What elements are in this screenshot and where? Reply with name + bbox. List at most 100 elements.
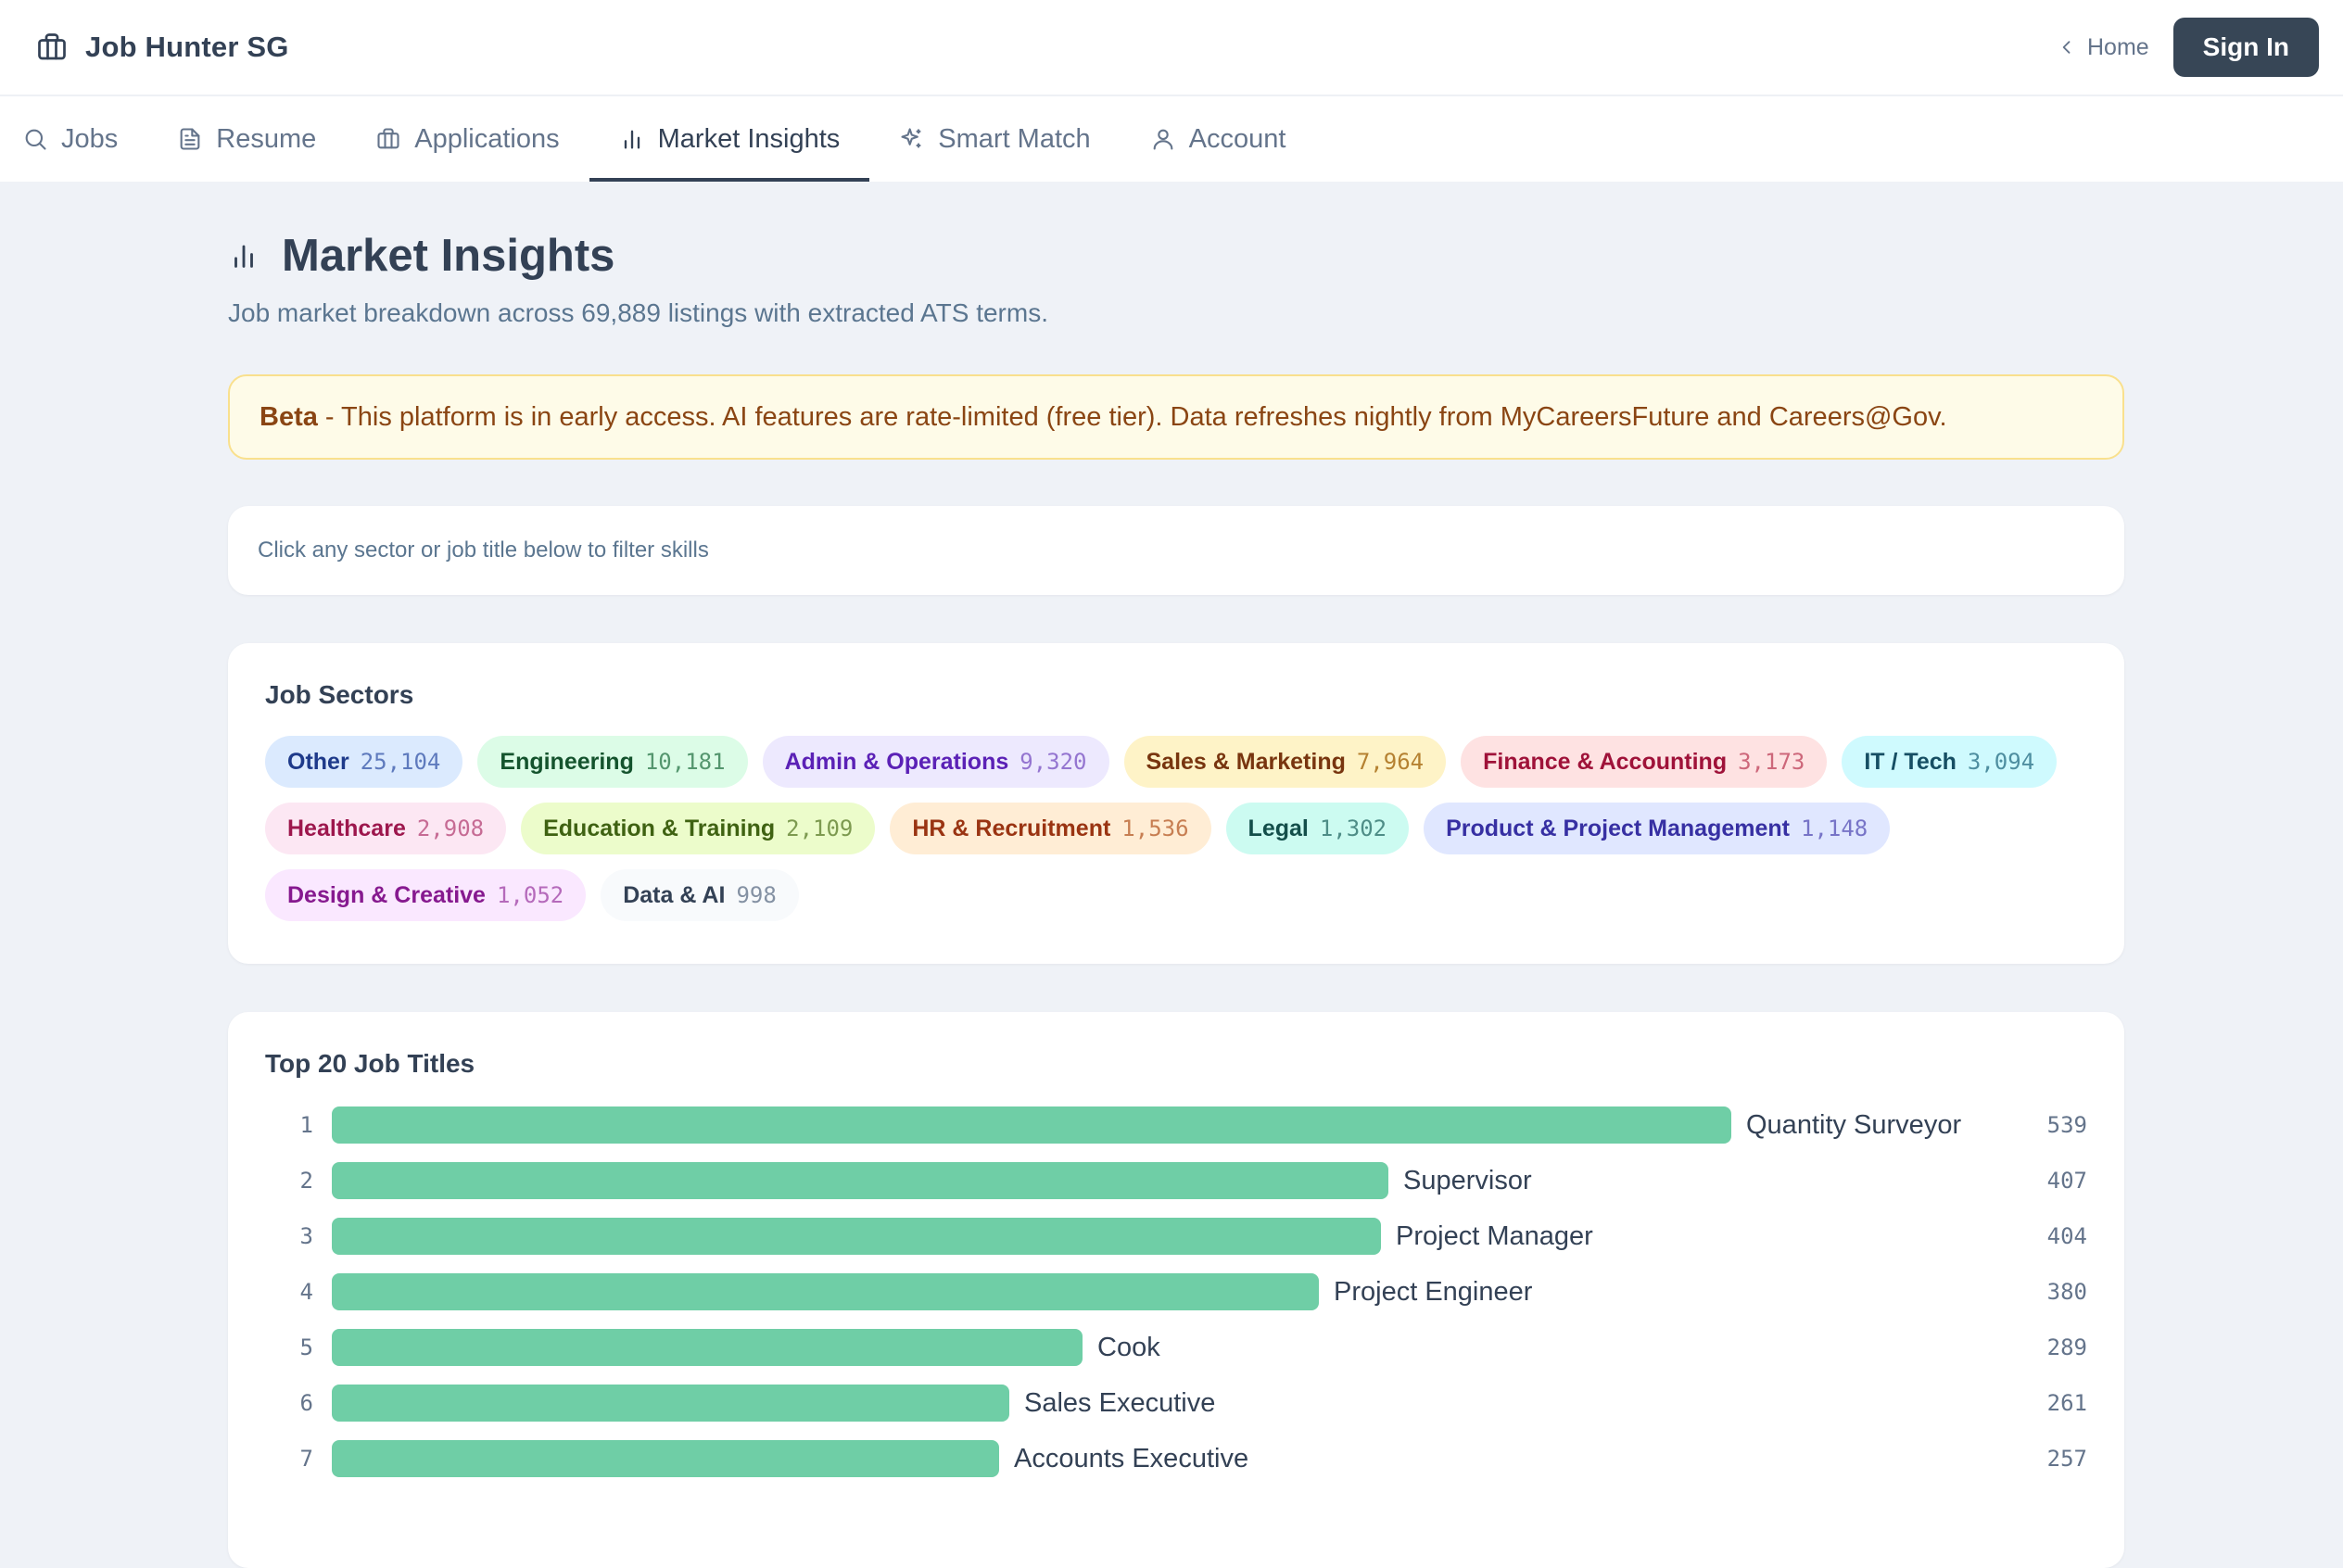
page-header: Market Insights <box>228 230 2124 282</box>
top-job-titles-title: Top 20 Job Titles <box>265 1049 475 1078</box>
job-title-rank: 1 <box>299 1112 313 1138</box>
job-title-bar[interactable] <box>332 1106 1731 1144</box>
job-title-bar[interactable] <box>332 1162 1388 1199</box>
sector-chip-name: Sales & Marketing <box>1146 748 1346 775</box>
tab-label: Account <box>1188 123 1286 154</box>
sector-chip-name: Legal <box>1247 815 1309 841</box>
sector-chip[interactable]: Finance & Accounting 3,173 <box>1461 736 1828 788</box>
sector-chip-count: 25,104 <box>360 749 441 775</box>
sector-chip-name: Admin & Operations <box>784 748 1009 775</box>
job-title-label: Project Manager <box>1396 1221 1593 1251</box>
sector-chip-count: 1,302 <box>1319 816 1387 841</box>
job-title-label: Supervisor <box>1403 1166 1532 1195</box>
sector-chip-count: 2,109 <box>786 816 854 841</box>
job-sectors-card: Job Sectors Other 25,104 Engineering 10,181… <box>228 643 2124 964</box>
job-title-bar[interactable] <box>332 1273 1319 1310</box>
search-icon <box>22 126 48 152</box>
sector-chip-count: 1,148 <box>1801 816 1868 841</box>
tab-label: Resume <box>216 123 317 154</box>
main-content: Market Insights Job market breakdown acr… <box>228 182 2124 1568</box>
sector-chip[interactable]: Other 25,104 <box>265 736 463 788</box>
job-title-rank: 6 <box>299 1390 313 1416</box>
sector-chip-name: Other <box>287 748 349 775</box>
sign-in-button[interactable]: Sign In <box>2172 18 2319 77</box>
sector-chip[interactable]: Sales & Marketing 7,964 <box>1123 736 1447 788</box>
bar-chart-icon <box>228 240 260 272</box>
job-title-row[interactable]: 1 Quantity Surveyor 539 <box>265 1106 2087 1162</box>
job-title-label: Cook <box>1097 1333 1160 1362</box>
home-link[interactable]: Home <box>2058 34 2149 61</box>
beta-tag: Beta <box>260 401 318 432</box>
sector-chip-name: Education & Training <box>543 815 776 841</box>
sector-chip-name: HR & Recruitment <box>912 815 1111 841</box>
job-title-bar[interactable] <box>332 1218 1381 1255</box>
job-title-rank: 7 <box>299 1446 313 1472</box>
tab-applications[interactable]: Applications <box>346 96 589 182</box>
job-title-row[interactable]: 2 Supervisor 407 <box>265 1162 2087 1218</box>
job-title-count: 289 <box>2046 1334 2087 1360</box>
sector-chip[interactable]: Product & Project Management 1,148 <box>1424 803 1891 854</box>
sector-chip-count: 1,536 <box>1121 816 1189 841</box>
sector-chip-name: Engineering <box>500 748 634 775</box>
page-title: Market Insights <box>282 231 615 281</box>
sector-chip[interactable]: Data & AI 998 <box>601 869 799 921</box>
job-title-row[interactable]: 4 Project Engineer 380 <box>265 1273 2087 1329</box>
job-title-rank: 4 <box>299 1279 313 1305</box>
tab-market-insights[interactable]: Market Insights <box>589 96 870 182</box>
job-title-rank: 3 <box>299 1223 313 1249</box>
briefcase-icon <box>35 31 69 64</box>
job-title-rank: 5 <box>299 1334 313 1360</box>
brand-title: Job Hunter SG <box>85 31 289 63</box>
sector-chip[interactable]: Design & Creative 1,052 <box>265 869 587 921</box>
job-title-bar[interactable] <box>332 1385 1009 1422</box>
sector-chip[interactable]: Engineering 10,181 <box>477 736 748 788</box>
tab-resume[interactable]: Resume <box>147 96 346 182</box>
sector-chip-list: Other 25,104 Engineering 10,181 Admin & Oper… <box>265 736 2100 921</box>
tab-smart-match[interactable]: Smart Match <box>869 96 1120 182</box>
job-title-count: 380 <box>2046 1279 2087 1305</box>
tab-jobs[interactable]: Jobs <box>19 96 147 182</box>
job-title-bar[interactable] <box>332 1329 1083 1366</box>
sector-chip[interactable]: Education & Training 2,109 <box>521 803 876 854</box>
tab-account[interactable]: Account <box>1121 96 1316 182</box>
job-title-count: 404 <box>2046 1223 2087 1249</box>
sector-chip-count: 998 <box>736 882 777 908</box>
beta-notice: Beta - This platform is in early access.… <box>228 374 2124 460</box>
sector-chip[interactable]: Legal 1,302 <box>1225 803 1410 854</box>
job-title-count: 257 <box>2046 1446 2087 1472</box>
sector-chip[interactable]: Admin & Operations 9,320 <box>762 736 1109 788</box>
job-title-label: Quantity Surveyor <box>1746 1110 1962 1140</box>
sector-chip-count: 3,173 <box>1738 749 1805 775</box>
job-title-count: 539 <box>2046 1112 2087 1138</box>
sector-chip-name: Data & AI <box>623 881 726 908</box>
page-subtitle: Job market breakdown across 69,889 listi… <box>228 298 1048 327</box>
main-tab-bar: Jobs Resume Applications Market Insights… <box>0 96 2343 182</box>
sector-chip-count: 9,320 <box>1020 749 1087 775</box>
sector-chip[interactable]: IT / Tech 3,094 <box>1842 736 2058 788</box>
tab-label: Market Insights <box>657 123 841 154</box>
user-icon <box>1150 126 1176 152</box>
job-title-rank: 2 <box>299 1168 313 1194</box>
job-title-row[interactable]: 5 Cook 289 <box>265 1329 2087 1385</box>
job-title-row[interactable]: 7 Accounts Executive 257 <box>265 1440 2087 1496</box>
sector-chip-count: 3,094 <box>1967 749 2035 775</box>
sector-chip-count: 1,052 <box>496 882 564 908</box>
sector-chip-name: Product & Project Management <box>1446 815 1790 841</box>
beta-message: - This platform is in early access. AI f… <box>324 401 1947 432</box>
document-icon <box>177 126 203 152</box>
top-job-titles-card: Top 20 Job Titles 1 Quantity Surveyor 539 2… <box>228 1012 2124 1568</box>
filter-hint-text: Click any sector or job title below to f… <box>258 537 709 563</box>
job-title-row[interactable]: 6 Sales Executive 261 <box>265 1385 2087 1440</box>
job-title-count: 407 <box>2046 1168 2087 1194</box>
tab-label: Jobs <box>61 123 119 154</box>
tab-label: Applications <box>414 123 560 154</box>
filter-hint-card: Click any sector or job title below to f… <box>228 506 2124 595</box>
job-title-count: 261 <box>2046 1390 2087 1416</box>
job-title-label: Project Engineer <box>1334 1277 1533 1307</box>
brand[interactable]: Job Hunter SG <box>35 31 289 64</box>
job-title-row[interactable]: 3 Project Manager 404 <box>265 1218 2087 1273</box>
sector-chip[interactable]: HR & Recruitment 1,536 <box>890 803 1211 854</box>
job-title-bar-chart: 1 Quantity Surveyor 539 2 Supervisor 407 3 Proj… <box>265 1106 2087 1496</box>
sector-chip[interactable]: Healthcare 2,908 <box>265 803 507 854</box>
job-title-bar[interactable] <box>332 1440 999 1477</box>
